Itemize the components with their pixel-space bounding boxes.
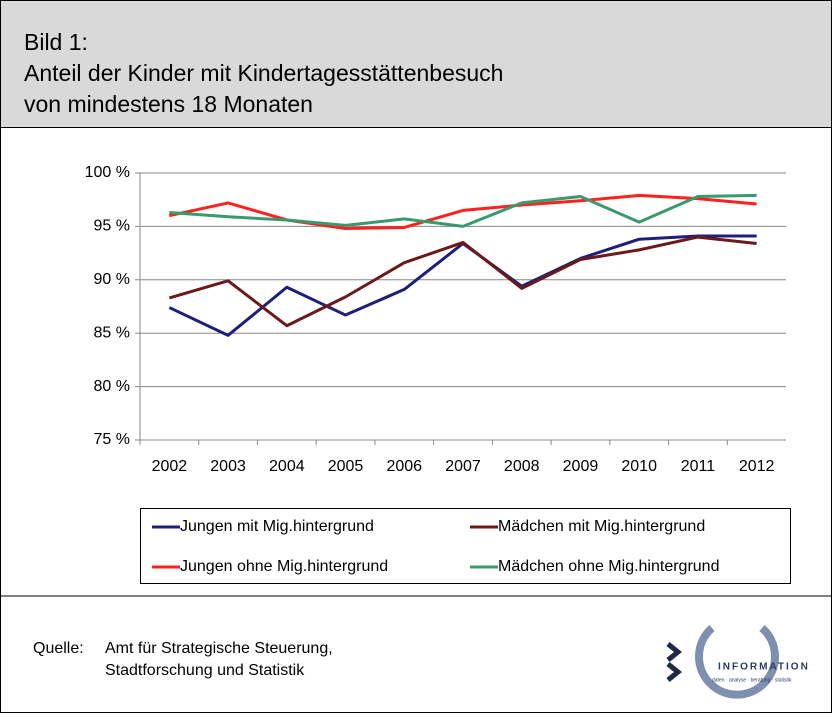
x-tick-label: 2009 <box>563 458 599 475</box>
series-line <box>169 193 757 228</box>
series-line <box>168 235 757 328</box>
y-tick-label: 75 % <box>94 431 130 448</box>
logo: INFORMATION daten · analyse · beratung ·… <box>666 624 810 699</box>
title-line: von mindestens 18 Monaten <box>24 91 313 117</box>
source-line: Stadtforschung und Statistik <box>105 662 305 679</box>
x-tick-label: 2011 <box>681 458 716 475</box>
x-tick-label: 2012 <box>739 458 775 475</box>
y-tick-label: 90 % <box>94 271 130 288</box>
x-tick-label: 2004 <box>269 458 305 475</box>
source-line: Amt für Strategische Steuerung, <box>105 640 333 657</box>
x-tick-label: 2007 <box>445 458 481 475</box>
logo-chevron <box>666 642 683 662</box>
header-box <box>0 0 832 128</box>
legend-label: Mädchen ohne Mig.hintergrund <box>498 558 719 575</box>
source-label: Quelle: <box>33 640 84 657</box>
y-tick-label: 95 % <box>94 218 130 235</box>
legend-box <box>140 508 791 584</box>
x-tick-label: 2002 <box>152 458 188 475</box>
x-tick-label: 2005 <box>328 458 364 475</box>
x-tick-label: 2010 <box>621 458 657 475</box>
logo-chevron <box>666 662 683 682</box>
series-line <box>169 193 757 231</box>
x-tick-label: 2008 <box>504 458 540 475</box>
y-tick-label: 80 % <box>94 378 130 395</box>
legend-label: Mädchen mit Mig.hintergrund <box>498 518 705 535</box>
x-tick-label: 2003 <box>210 458 246 475</box>
y-tick-label: 85 % <box>94 324 130 341</box>
figure-label: Bild 1: <box>24 29 88 55</box>
legend-label: Jungen mit Mig.hintergrund <box>180 518 374 535</box>
logo-tagline: daten · analyse · beratung · statistik <box>712 677 792 683</box>
title-line: Anteil der Kinder mit Kindertagesstätten… <box>24 60 503 86</box>
legend-label: Jungen ohne Mig.hintergrund <box>180 558 388 575</box>
logo-name: INFORMATION <box>718 662 810 673</box>
logo-arc <box>695 624 779 699</box>
x-tick-label: 2006 <box>386 458 422 475</box>
y-tick-label: 100 % <box>85 164 130 181</box>
